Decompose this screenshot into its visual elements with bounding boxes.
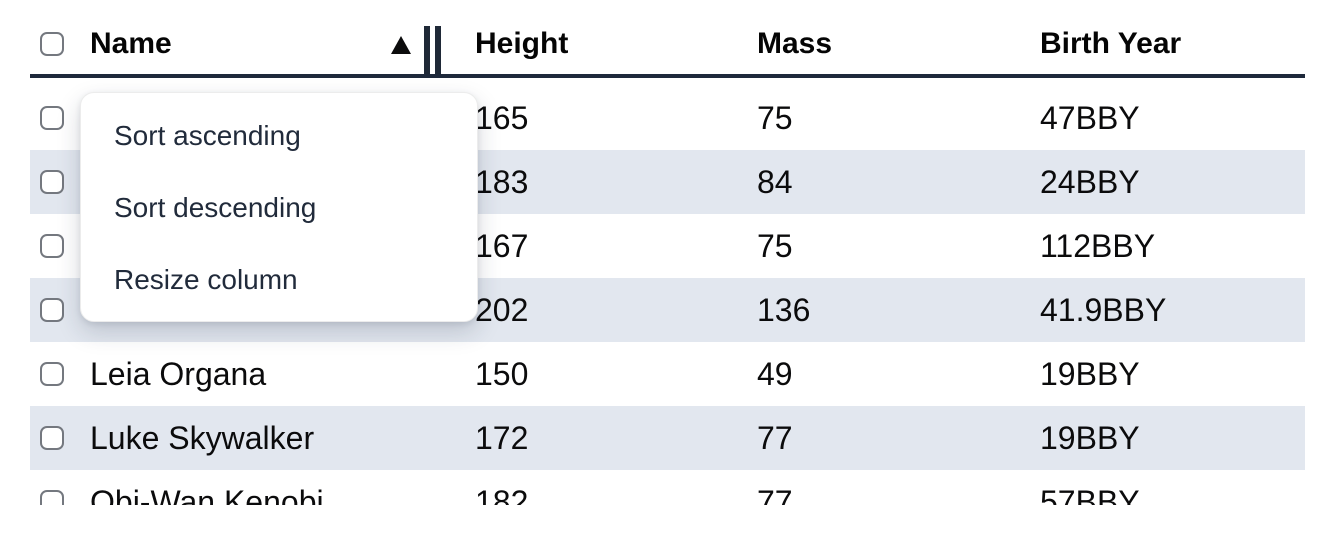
table-header: Name Height Mass Birth Year xyxy=(30,0,1305,78)
data-table: Name Height Mass Birth Year 165 75 47BBY xyxy=(30,0,1305,505)
column-resize-handle[interactable] xyxy=(424,26,441,74)
cell-birth-year: 24BBY xyxy=(1040,163,1140,200)
table-row: Obi-Wan Kenobi 182 77 57BBY xyxy=(30,470,1305,505)
cell-name: Leia Organa xyxy=(90,355,267,392)
table-row: 165 75 47BBY xyxy=(30,86,1305,150)
resize-bar-icon xyxy=(424,26,430,74)
column-header-height[interactable]: Height xyxy=(475,27,569,60)
header-checkbox-cell xyxy=(30,32,90,56)
menu-item-resize-column[interactable]: Resize column xyxy=(114,264,298,295)
cell-name: Obi-Wan Kenobi xyxy=(90,483,324,506)
table-viewport: Name Height Mass Birth Year 165 75 47BBY xyxy=(30,0,1305,505)
cell-mass: 75 xyxy=(757,227,793,264)
row-checkbox[interactable] xyxy=(40,362,64,386)
cell-birth-year: 19BBY xyxy=(1040,355,1140,392)
sort-ascending-icon xyxy=(391,36,411,54)
cell-height: 150 xyxy=(475,355,529,392)
cell-mass: 77 xyxy=(757,483,793,506)
row-checkbox[interactable] xyxy=(40,170,64,194)
menu-item-sort-ascending[interactable]: Sort ascending xyxy=(114,120,301,151)
cell-birth-year: 47BBY xyxy=(1040,99,1140,136)
cell-mass: 136 xyxy=(757,291,811,328)
cell-mass: 77 xyxy=(757,419,793,456)
table-row: Leia Organa 150 49 19BBY xyxy=(30,342,1305,406)
menu-item-sort-descending[interactable]: Sort descending xyxy=(114,192,317,223)
cell-height: 183 xyxy=(475,163,529,200)
cell-mass: 84 xyxy=(757,163,793,200)
column-header-name[interactable]: Name xyxy=(90,14,455,74)
cell-birth-year: 112BBY xyxy=(1040,227,1156,264)
row-checkbox[interactable] xyxy=(40,490,64,505)
column-context-menu: Sort ascending Sort descending Resize co… xyxy=(80,92,478,322)
column-header-birth-year[interactable]: Birth Year xyxy=(1040,27,1182,60)
cell-height: 172 xyxy=(475,419,529,456)
cell-birth-year: 57BBY xyxy=(1040,483,1140,506)
table-row: 202 136 41.9BBY xyxy=(30,278,1305,342)
row-checkbox[interactable] xyxy=(40,298,64,322)
select-all-checkbox[interactable] xyxy=(40,32,64,56)
cell-birth-year: 41.9BBY xyxy=(1040,291,1167,328)
cell-height: 167 xyxy=(475,227,529,264)
cell-birth-year: 19BBY xyxy=(1040,419,1140,456)
cell-mass: 75 xyxy=(757,99,793,136)
column-header-mass[interactable]: Mass xyxy=(757,27,833,60)
cell-name: Luke Skywalker xyxy=(90,419,315,456)
cell-height: 202 xyxy=(475,291,529,328)
table-row: Luke Skywalker 172 77 19BBY xyxy=(30,406,1305,470)
cell-height: 165 xyxy=(475,99,529,136)
table-body: 165 75 47BBY 183 84 24BBY 167 75 112BBY xyxy=(30,78,1305,505)
row-checkbox[interactable] xyxy=(40,106,64,130)
cell-mass: 49 xyxy=(757,355,793,392)
resize-bar-icon xyxy=(435,26,441,74)
column-header-name-label: Name xyxy=(90,27,172,60)
cell-height: 182 xyxy=(475,483,529,506)
row-checkbox[interactable] xyxy=(40,234,64,258)
row-checkbox[interactable] xyxy=(40,426,64,450)
table-row: 167 75 112BBY xyxy=(30,214,1305,278)
